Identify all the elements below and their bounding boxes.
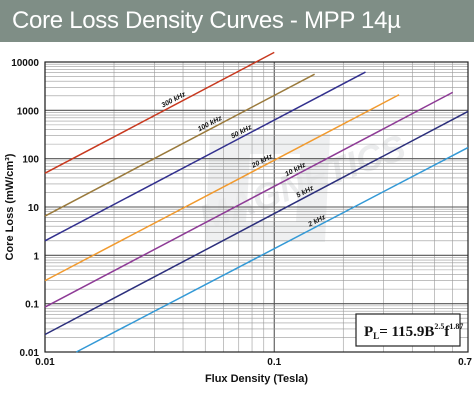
y-axis-label: Core Loss (mW/cm³) <box>4 153 16 260</box>
y-tick-label: 0.1 <box>25 300 39 311</box>
x-tick-label: 0.01 <box>35 357 55 368</box>
y-tick-labels: 0.01 0.1 1 10 100 1000 10000 <box>11 58 39 359</box>
series-line-6 <box>75 146 469 353</box>
formula-box: PL= 115.9B2.5f1.87 <box>355 313 463 347</box>
series-line-0 <box>44 51 275 174</box>
x-tick-labels: 0.01 0.1 0.7 <box>35 357 472 368</box>
x-tick-label: 0.1 <box>267 357 281 368</box>
formula-b-exponent: 2.5 <box>434 322 444 331</box>
formula-p: P <box>364 324 373 340</box>
series-line-1 <box>44 73 315 217</box>
y-tick-label: 1000 <box>17 106 40 117</box>
x-tick-label: 0.7 <box>458 357 472 368</box>
y-tick-label: 100 <box>22 155 39 166</box>
y-tick-label: 10000 <box>11 58 39 69</box>
formula-coefficient: = 115.9B <box>379 324 434 340</box>
series-line-2 <box>44 71 366 242</box>
chart-title: Core Loss Density Curves - MPP 14µ <box>12 7 401 34</box>
x-axis-label: Flux Density (Tesla) <box>205 373 308 385</box>
title-bar: Core Loss Density Curves - MPP 14µ <box>0 0 474 42</box>
y-tick-label: 1 <box>33 251 39 262</box>
series-line-3 <box>44 94 400 282</box>
series-line-4 <box>44 91 454 308</box>
y-tick-label: 0.01 <box>20 348 40 359</box>
y-tick-label: 10 <box>28 203 40 214</box>
svg-text:PL= 115.9B2.5f1.87: PL= 115.9B2.5f1.87 <box>364 322 463 341</box>
series-line-5 <box>44 110 469 336</box>
formula-f-exponent: 1.87 <box>449 322 463 331</box>
formula-p-sub: L <box>373 331 379 341</box>
formula-f: f <box>444 324 450 340</box>
